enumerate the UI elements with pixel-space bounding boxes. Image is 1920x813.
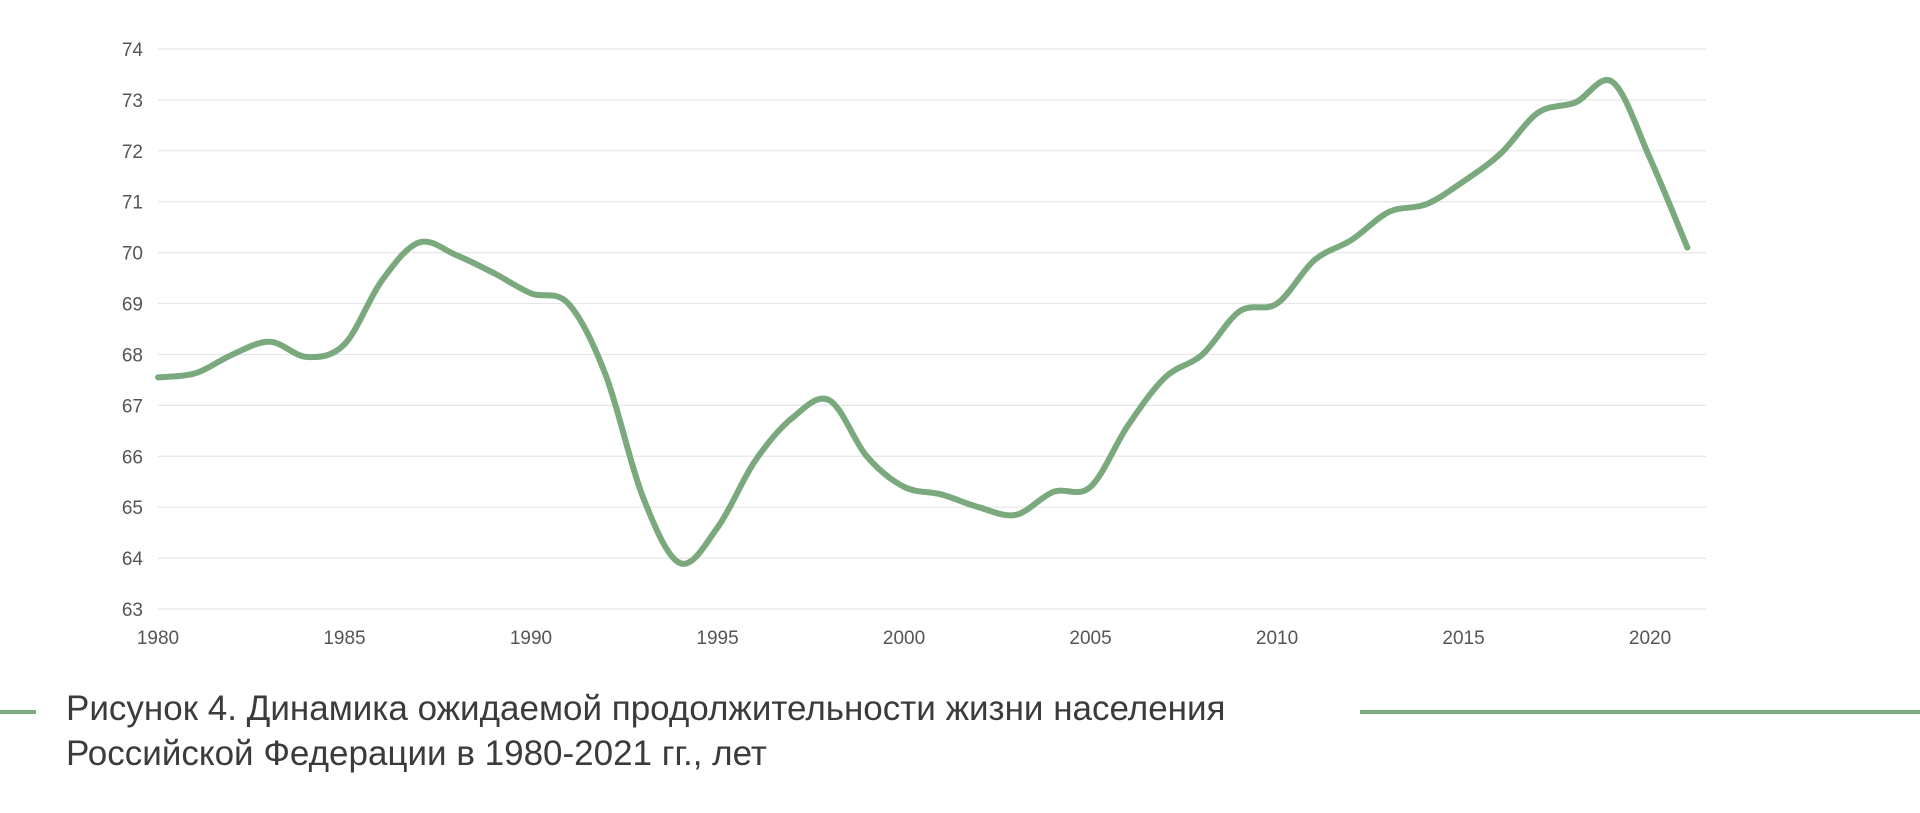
caption-line-1: Рисунок 4. Динамика ожидаемой продолжите… [66, 689, 1226, 728]
y-tick-label: 67 [122, 396, 143, 417]
y-tick-label: 72 [122, 142, 143, 163]
life-expectancy-chart: 63 64 65 66 67 68 69 70 71 72 73 74 1980 1985 1990 199… [122, 40, 1706, 649]
x-tick-label: 2000 [883, 628, 925, 649]
x-axis-ticks: 1980 1985 1990 1995 2000 2005 2010 2015 2020 [137, 628, 1671, 649]
y-tick-label: 63 [122, 600, 143, 621]
y-tick-label: 74 [122, 40, 144, 61]
caption-left-rule [0, 710, 36, 714]
x-tick-label: 1995 [696, 628, 738, 649]
y-tick-label: 73 [122, 91, 143, 112]
y-tick-label: 65 [122, 498, 143, 519]
gridlines [158, 48, 1706, 610]
y-tick-label: 70 [122, 244, 143, 265]
x-tick-label: 2015 [1442, 628, 1484, 649]
figure-caption: Рисунок 4. Динамика ожидаемой продолжите… [66, 686, 1346, 776]
series-group [155, 77, 1691, 567]
x-tick-label: 2020 [1629, 628, 1671, 649]
x-tick-label: 1990 [510, 628, 552, 649]
caption-line-2: Российской Федерации в 1980-2021 гг., ле… [66, 734, 767, 773]
y-axis-ticks: 63 64 65 66 67 68 69 70 71 72 73 74 [122, 40, 144, 621]
y-tick-label: 66 [122, 447, 143, 468]
y-tick-label: 64 [122, 549, 144, 570]
x-tick-label: 2010 [1256, 628, 1298, 649]
y-tick-label: 68 [122, 345, 143, 366]
series-line-0 [155, 77, 1691, 567]
caption-right-rule [1360, 710, 1920, 714]
x-tick-label: 2005 [1069, 628, 1111, 649]
y-tick-label: 71 [122, 193, 143, 214]
x-tick-label: 1985 [323, 628, 365, 649]
y-tick-label: 69 [122, 295, 143, 316]
x-tick-label: 1980 [137, 628, 179, 649]
